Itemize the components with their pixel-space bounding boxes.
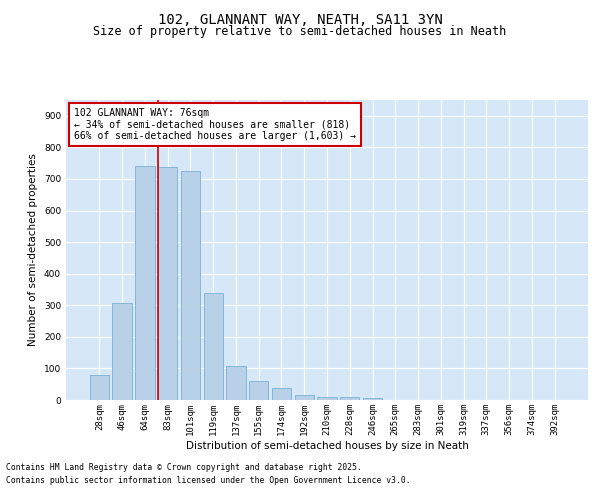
Y-axis label: Number of semi-detached properties: Number of semi-detached properties bbox=[28, 154, 38, 346]
Bar bbox=[135, 166, 155, 400]
Bar bbox=[112, 302, 132, 400]
Bar bbox=[90, 374, 109, 400]
Bar bbox=[226, 366, 245, 400]
Bar bbox=[203, 292, 223, 400]
Bar bbox=[249, 381, 268, 400]
Text: 102, GLANNANT WAY, NEATH, SA11 3YN: 102, GLANNANT WAY, NEATH, SA11 3YN bbox=[158, 12, 442, 26]
Bar bbox=[340, 398, 359, 400]
Text: Contains HM Land Registry data © Crown copyright and database right 2025.: Contains HM Land Registry data © Crown c… bbox=[6, 464, 362, 472]
Bar bbox=[181, 171, 200, 400]
Bar bbox=[295, 396, 314, 400]
Text: 102 GLANNANT WAY: 76sqm
← 34% of semi-detached houses are smaller (818)
66% of s: 102 GLANNANT WAY: 76sqm ← 34% of semi-de… bbox=[74, 108, 356, 140]
Bar bbox=[272, 388, 291, 400]
Text: Size of property relative to semi-detached houses in Neath: Size of property relative to semi-detach… bbox=[94, 25, 506, 38]
Text: Contains public sector information licensed under the Open Government Licence v3: Contains public sector information licen… bbox=[6, 476, 410, 485]
Bar bbox=[317, 397, 337, 400]
X-axis label: Distribution of semi-detached houses by size in Neath: Distribution of semi-detached houses by … bbox=[185, 440, 469, 450]
Bar bbox=[158, 167, 178, 400]
Bar bbox=[363, 398, 382, 400]
